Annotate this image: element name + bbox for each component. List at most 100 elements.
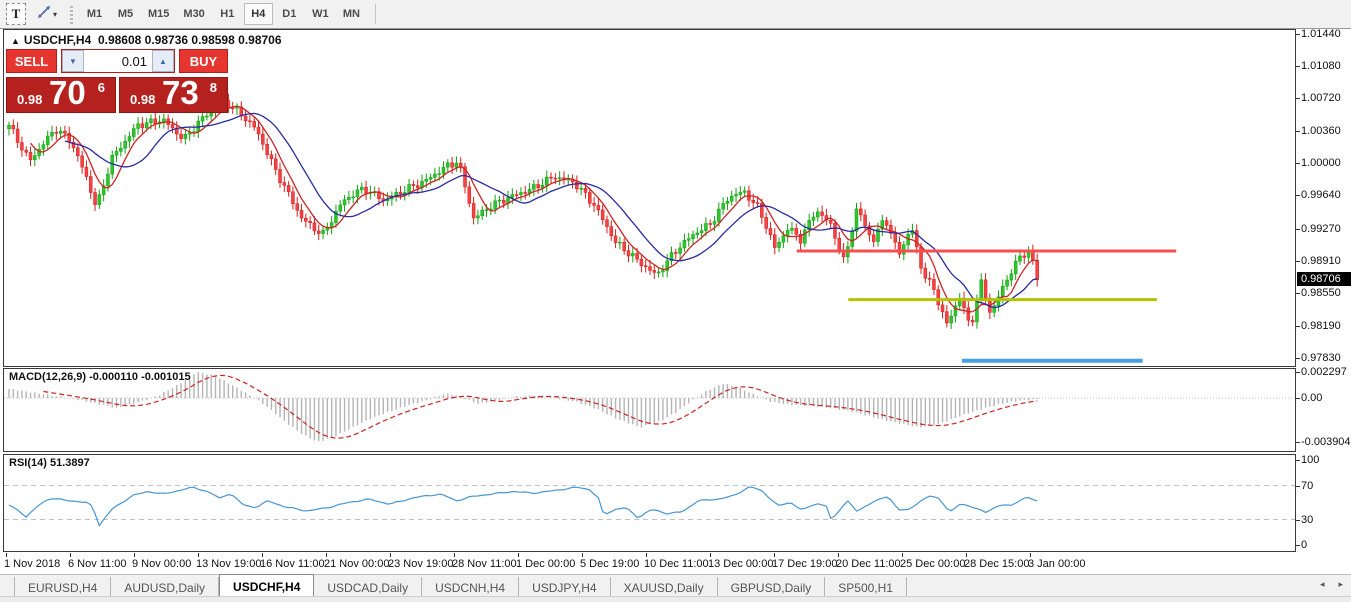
volume-increase-button[interactable]: ▲ xyxy=(152,50,174,72)
date-tick xyxy=(518,553,519,557)
sell-button[interactable]: SELL xyxy=(6,49,57,73)
macd-axis-label: 0.00 xyxy=(1301,392,1322,404)
chart-tabs: EURUSD,H4 AUDUSD,Daily USDCHF,H4 USDCAD,… xyxy=(14,574,907,596)
collapse-triangle-icon[interactable]: ▲ xyxy=(11,36,20,46)
date-axis: 1 Nov 20186 Nov 11:009 Nov 00:0013 Nov 1… xyxy=(0,553,1351,574)
sell-price-pip: 6 xyxy=(98,80,105,95)
tab-scroll-right-icon[interactable]: ▸ xyxy=(1338,579,1343,590)
tab-sp500-h1[interactable]: SP500,H1 xyxy=(825,577,907,596)
date-tick xyxy=(582,553,583,557)
price-axis-label-tick xyxy=(1296,34,1300,35)
buy-price-prefix: 0.98 xyxy=(130,92,155,107)
date-axis-label: 9 Nov 00:00 xyxy=(132,558,191,570)
main-chart-panel: ▲USDCHF,H4 0.98608 0.98736 0.98598 0.987… xyxy=(3,29,1296,367)
tab-gbpusd-daily[interactable]: GBPUSD,Daily xyxy=(718,577,826,596)
rsi-plot[interactable] xyxy=(4,455,1295,551)
chart-symbol: USDCHF,H4 xyxy=(24,33,91,47)
price-axis-label: 1.01080 xyxy=(1301,60,1341,72)
macd-plot[interactable] xyxy=(4,369,1295,451)
sell-price-big: 70 xyxy=(49,74,86,112)
date-axis-label: 28 Dec 15:00 xyxy=(964,558,1029,570)
date-tick xyxy=(966,553,967,557)
rsi-axis-label-tick xyxy=(1296,520,1300,521)
tab-xauusd-daily[interactable]: XAUUSD,Daily xyxy=(611,577,718,596)
buy-price-tile[interactable]: 0.98 73 8 xyxy=(119,77,228,113)
arrows-icon xyxy=(37,5,51,24)
timeframe-m15[interactable]: M15 xyxy=(142,3,175,25)
price-axis-label: 0.99270 xyxy=(1301,223,1341,235)
price-axis-label: 0.99640 xyxy=(1301,189,1341,201)
date-axis-label: 17 Dec 19:00 xyxy=(772,558,837,570)
chart-title: ▲USDCHF,H4 0.98608 0.98736 0.98598 0.987… xyxy=(11,33,282,47)
date-tick xyxy=(134,553,135,557)
date-axis-label: 16 Nov 11:00 xyxy=(260,558,325,570)
ohlc-low: 0.98598 xyxy=(191,33,234,47)
macd-axis-label: 0.002297 xyxy=(1301,366,1347,378)
price-axis-label-tick xyxy=(1296,358,1300,359)
price-axis-label-tick xyxy=(1296,163,1300,164)
rsi-axis-label: 0 xyxy=(1301,539,1307,551)
mt4-window: T ▾ M1 M5 M15 M30 H1 H4 D1 W1 MN xyxy=(0,0,1351,602)
timeframe-mn[interactable]: MN xyxy=(337,3,366,25)
tab-scroll-controls: ◂ ▸ xyxy=(1320,579,1343,590)
price-axis-label: 1.00360 xyxy=(1301,125,1341,137)
price-axis-label: 0.97830 xyxy=(1301,352,1341,364)
date-tick xyxy=(70,553,71,557)
volume-input[interactable]: 0.01 xyxy=(84,50,152,72)
price-axis-label-tick xyxy=(1296,261,1300,262)
timeframe-h4[interactable]: H4 xyxy=(244,3,273,25)
date-tick xyxy=(326,553,327,557)
timeframe-h1[interactable]: H1 xyxy=(213,3,242,25)
text-tool-button[interactable]: T xyxy=(6,3,26,25)
timeframe-m1[interactable]: M1 xyxy=(80,3,109,25)
date-tick xyxy=(454,553,455,557)
date-axis-label: 25 Dec 00:00 xyxy=(900,558,965,570)
toolbar-separator xyxy=(375,4,376,24)
price-axis-label-tick xyxy=(1296,98,1300,99)
date-axis-label: 13 Nov 19:00 xyxy=(196,558,261,570)
timeframe-m5[interactable]: M5 xyxy=(111,3,140,25)
price-axis-label-tick xyxy=(1296,195,1300,196)
rsi-axis-label-tick xyxy=(1296,545,1300,546)
date-axis-label: 3 Jan 00:00 xyxy=(1028,558,1086,570)
date-axis-label: 1 Nov 2018 xyxy=(4,558,60,570)
price-axis-label: 1.01440 xyxy=(1301,28,1341,40)
toolbar-grip xyxy=(70,4,73,24)
tab-usdcad-daily[interactable]: USDCAD,Daily xyxy=(314,577,422,596)
date-tick xyxy=(902,553,903,557)
macd-axis-label: -0.003904 xyxy=(1301,436,1351,448)
text-tool-label: T xyxy=(12,6,21,22)
date-axis-label: 21 Nov 00:00 xyxy=(324,558,389,570)
sell-price-tile[interactable]: 0.98 70 6 xyxy=(6,77,116,113)
price-axis-label-tick xyxy=(1296,229,1300,230)
tab-usdcnh-h4[interactable]: USDCNH,H4 xyxy=(422,577,519,596)
price-axis-label: 1.00000 xyxy=(1301,157,1341,169)
macd-label: MACD(12,26,9) -0.000110 -0.001015 xyxy=(9,371,191,383)
date-tick xyxy=(390,553,391,557)
buy-button[interactable]: BUY xyxy=(179,49,228,73)
sell-price-prefix: 0.98 xyxy=(17,92,42,107)
date-axis-label: 1 Dec 00:00 xyxy=(516,558,575,570)
date-axis-label: 23 Nov 19:00 xyxy=(388,558,453,570)
tab-usdchf-h4[interactable]: USDCHF,H4 xyxy=(219,574,314,596)
date-axis-label: 10 Dec 11:00 xyxy=(644,558,709,570)
date-tick xyxy=(710,553,711,557)
tab-usdjpy-h4[interactable]: USDJPY,H4 xyxy=(519,577,610,596)
volume-decrease-button[interactable]: ▼ xyxy=(62,50,84,72)
date-axis-label: 5 Dec 19:00 xyxy=(580,558,639,570)
macd-axis-label-tick xyxy=(1296,398,1300,399)
tab-scroll-left-icon[interactable]: ◂ xyxy=(1320,579,1325,590)
price-axis-label: 0.98910 xyxy=(1301,255,1341,267)
tab-audusd-daily[interactable]: AUDUSD,Daily xyxy=(111,577,219,596)
date-tick xyxy=(262,553,263,557)
objects-tool-button[interactable]: ▾ xyxy=(32,3,62,25)
rsi-axis-label: 100 xyxy=(1301,454,1319,466)
tab-eurusd-h4[interactable]: EURUSD,H4 xyxy=(14,577,111,596)
rsi-axis-label: 70 xyxy=(1301,480,1313,492)
timeframe-d1[interactable]: D1 xyxy=(275,3,304,25)
date-tick xyxy=(1030,553,1031,557)
timeframe-m30[interactable]: M30 xyxy=(177,3,210,25)
timeframe-w1[interactable]: W1 xyxy=(306,3,335,25)
date-tick xyxy=(198,553,199,557)
rsi-panel: RSI(14) 51.3897 xyxy=(3,454,1296,552)
